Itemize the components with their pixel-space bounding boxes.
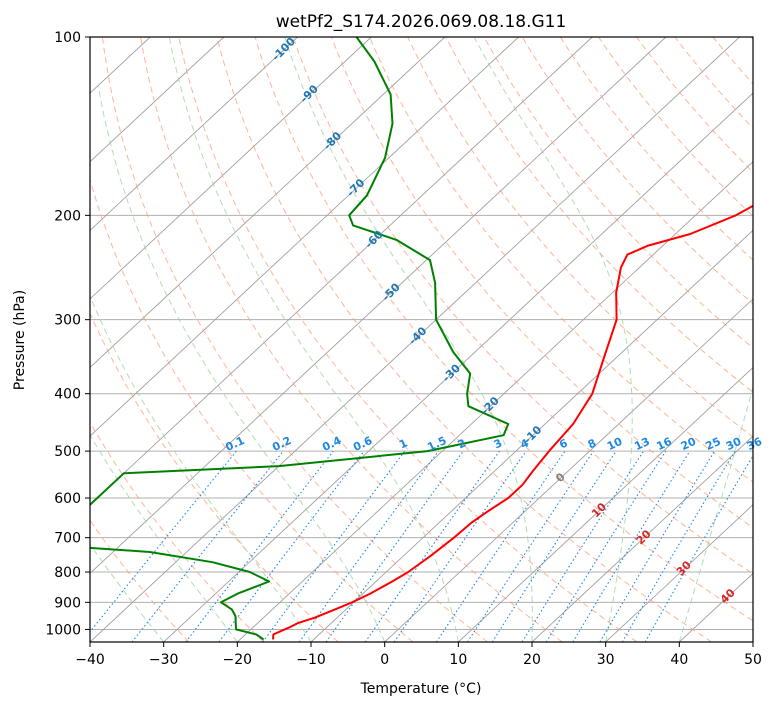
x-tick-label: 10	[449, 652, 467, 668]
x-tick-label: −40	[75, 652, 105, 668]
dry-adiabat-line	[331, 37, 775, 642]
mixing-ratio-label: 30	[724, 435, 744, 453]
mixing-ratio-line	[365, 451, 499, 642]
mixing-ratio-line	[219, 451, 364, 642]
x-tick-label: −20	[223, 652, 253, 668]
dry-adiabat-line	[26, 37, 338, 642]
dry-adiabat-line	[102, 37, 487, 642]
dry-adiabat-line	[713, 37, 775, 642]
moist-adiabat-line	[0, 222, 164, 642]
y-tick-label: 600	[54, 491, 81, 507]
background-grid	[0, 37, 775, 642]
mixing-ratio-line	[436, 451, 565, 642]
guide-lines	[0, 37, 775, 642]
y-tick-label: 300	[54, 313, 81, 329]
mixing-ratio-line	[600, 451, 715, 642]
isotherm-line	[458, 37, 775, 642]
moist-adiabat-line	[679, 37, 775, 642]
mixing-ratio-line	[186, 451, 333, 642]
chart-title: wetPf2_S174.2026.069.08.18.G11	[276, 12, 567, 32]
y-tick-label: 200	[54, 208, 81, 224]
y-tick-label: 800	[54, 565, 81, 581]
dry-adiabat-line	[599, 37, 775, 642]
moist-adiabat-line	[0, 181, 237, 642]
x-tick-label: 30	[597, 652, 615, 668]
y-axis-ticks: 100 200 300 400 500 600 700 800 900 1000	[45, 30, 90, 638]
y-axis-label: Pressure (hPa)	[12, 290, 28, 390]
dry-adiabat-line	[522, 37, 775, 642]
mixing-ratio-label: 16	[655, 435, 675, 453]
mixing-ratio-label: 20	[679, 435, 699, 453]
mixing-ratio-label: 36	[745, 435, 765, 453]
dry-adiabat-line	[370, 37, 775, 642]
mixing-ratio-label: 8	[586, 436, 598, 451]
isotherm-line	[0, 37, 592, 642]
mixing-ratio-line	[573, 451, 690, 642]
isotherm-line	[0, 37, 519, 642]
y-tick-label: 1000	[45, 622, 81, 638]
isotherm-line	[753, 37, 775, 642]
x-axis-label: Temperature (°C)	[360, 681, 482, 697]
x-tick-label: 0	[380, 652, 389, 668]
moist-adiabat-line	[45, 139, 312, 642]
isotherm-line	[164, 37, 775, 642]
x-axis-ticks: −40 −30 −20 −10 0 10 20 30 40 50	[75, 642, 762, 668]
isotherm-line	[237, 37, 775, 642]
y-tick-label: 500	[54, 444, 81, 460]
mixing-ratio-label: 6	[557, 436, 570, 451]
mixing-ratio-line	[299, 451, 438, 642]
mixing-ratio-line	[622, 451, 735, 642]
mixing-ratio-label: 10	[605, 435, 625, 453]
dry-adiabat-line	[217, 37, 712, 642]
x-tick-label: 50	[744, 652, 762, 668]
mixing-ratio-line	[645, 451, 756, 642]
isotherm-line	[0, 37, 445, 642]
isotherm-line	[679, 37, 775, 642]
isotherm-line	[606, 37, 775, 642]
isotherm-line	[16, 37, 666, 642]
dry-adiabat-line	[64, 37, 413, 642]
x-tick-label: 40	[670, 652, 688, 668]
moist-adiabat-line	[474, 37, 632, 642]
dry-adiabat-line	[751, 37, 775, 642]
x-tick-label: −10	[296, 652, 326, 668]
mixing-ratio-line	[492, 451, 616, 642]
mixing-ratio-label: 25	[703, 435, 722, 453]
x-tick-label: 20	[523, 652, 541, 668]
y-tick-label: 900	[54, 595, 81, 611]
y-tick-label: 400	[54, 387, 81, 403]
dry-adiabat-line	[408, 37, 775, 642]
mixing-ratio-line	[522, 451, 644, 642]
mixing-ratio-line	[468, 451, 594, 642]
mixing-ratio-line	[82, 451, 237, 642]
y-tick-label: 100	[54, 30, 81, 46]
mixing-ratio-label: 3	[492, 436, 504, 451]
x-tick-label: −30	[149, 652, 179, 668]
y-tick-label: 700	[54, 531, 81, 547]
